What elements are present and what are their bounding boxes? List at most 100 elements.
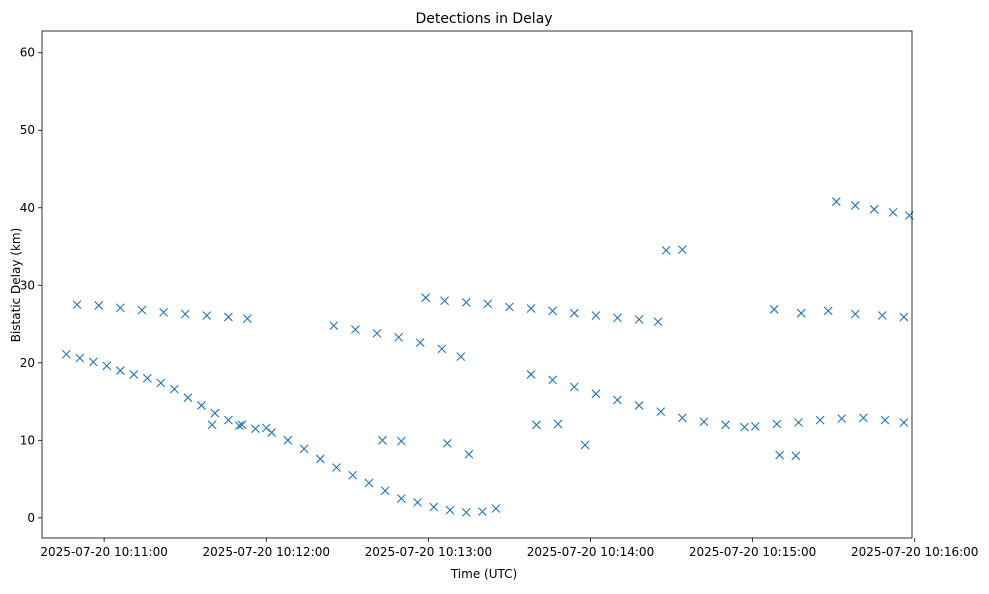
- data-point: [613, 313, 622, 323]
- data-point: [299, 444, 309, 454]
- data-point: [396, 436, 406, 446]
- y-tick-label: 10: [20, 433, 35, 447]
- data-point: [553, 419, 563, 429]
- data-point: [815, 415, 825, 425]
- data-point: [772, 419, 782, 429]
- y-tick-label: 0: [27, 511, 35, 525]
- data-point: [442, 439, 452, 448]
- data-point: [769, 304, 779, 314]
- x-tick-label: 2025-07-20 10:12:00: [203, 545, 330, 559]
- data-point: [210, 408, 220, 418]
- data-point: [634, 401, 644, 410]
- data-point: [899, 418, 909, 427]
- data-point: [677, 245, 687, 255]
- data-point: [613, 395, 622, 405]
- data-point: [661, 246, 671, 255]
- data-point: [159, 308, 168, 317]
- plot-frame: [41, 30, 913, 539]
- data-point: [823, 306, 833, 316]
- data-point: [332, 463, 341, 472]
- data-point: [656, 407, 666, 417]
- data-point: [180, 309, 190, 319]
- data-point: [634, 314, 644, 324]
- data-point: [115, 303, 125, 313]
- data-point: [491, 504, 501, 513]
- x-axis: 2025-07-20 10:11:00 2025-07-20 10:12:00 20…: [40, 538, 978, 559]
- data-point: [142, 373, 152, 383]
- data-point: [526, 304, 536, 313]
- x-tick-label: 2025-07-20 10:13:00: [365, 545, 492, 559]
- data-point: [202, 311, 212, 320]
- chart-title: Detections in Delay: [415, 11, 552, 27]
- x-axis-label: Time (UTC): [450, 567, 517, 581]
- data-point: [183, 393, 193, 403]
- data-point: [461, 508, 471, 517]
- data-point: [850, 309, 860, 319]
- data-point: [831, 197, 841, 206]
- data-point: [464, 449, 474, 459]
- data-point: [548, 375, 558, 385]
- data-point: [251, 424, 260, 434]
- data-point: [396, 494, 406, 503]
- data-point: [75, 353, 85, 363]
- data-point: [170, 384, 179, 394]
- data-point: [137, 305, 147, 315]
- data-point: [156, 378, 166, 388]
- data-point: [315, 454, 325, 464]
- data-point: [653, 317, 663, 327]
- data-point: [237, 420, 247, 430]
- data-point: [478, 507, 487, 517]
- data-point: [569, 308, 579, 318]
- data-point: [364, 478, 374, 488]
- data-point: [372, 328, 382, 338]
- data-point: [437, 344, 447, 354]
- scatter-points: [61, 197, 914, 517]
- data-point: [445, 505, 455, 515]
- data-point: [796, 308, 806, 318]
- data-point: [580, 440, 590, 450]
- data-point: [421, 293, 431, 303]
- data-point: [569, 382, 579, 392]
- data-point: [242, 314, 252, 323]
- data-point: [750, 421, 760, 431]
- data-point: [837, 414, 847, 424]
- data-point: [858, 413, 868, 423]
- data-point: [261, 423, 271, 433]
- data-point: [394, 332, 404, 342]
- data-point: [483, 299, 493, 309]
- data-point: [526, 370, 536, 379]
- data-point: [461, 297, 471, 307]
- data-point: [61, 349, 71, 359]
- data-point: [591, 389, 601, 399]
- data-point: [380, 486, 390, 496]
- data-point: [329, 321, 339, 330]
- data-point: [102, 361, 112, 371]
- data-point: [505, 302, 514, 312]
- data-point: [415, 338, 425, 348]
- y-axis-label: Bistatic Delay (km): [9, 228, 23, 343]
- x-tick-label: 2025-07-20 10:16:00: [851, 545, 978, 559]
- x-tick-label: 2025-07-20 10:15:00: [689, 545, 816, 559]
- data-point: [351, 325, 360, 334]
- data-point: [677, 413, 687, 423]
- data-point: [413, 497, 422, 507]
- data-point: [378, 435, 387, 445]
- data-point: [88, 357, 98, 367]
- data-point: [791, 451, 801, 461]
- y-axis: 0 10 20 30 40 50 60: [20, 46, 42, 525]
- data-point: [94, 301, 104, 310]
- data-point: [429, 502, 439, 512]
- data-point: [721, 420, 730, 430]
- data-point: [888, 208, 898, 217]
- y-tick-label: 30: [20, 278, 35, 292]
- y-tick-label: 40: [20, 201, 35, 215]
- data-point: [869, 204, 879, 214]
- y-tick-label: 60: [20, 46, 35, 60]
- data-point: [440, 296, 449, 306]
- data-point: [548, 306, 558, 316]
- data-point: [794, 418, 803, 427]
- x-tick-label: 2025-07-20 10:11:00: [40, 545, 167, 559]
- data-point: [591, 311, 601, 320]
